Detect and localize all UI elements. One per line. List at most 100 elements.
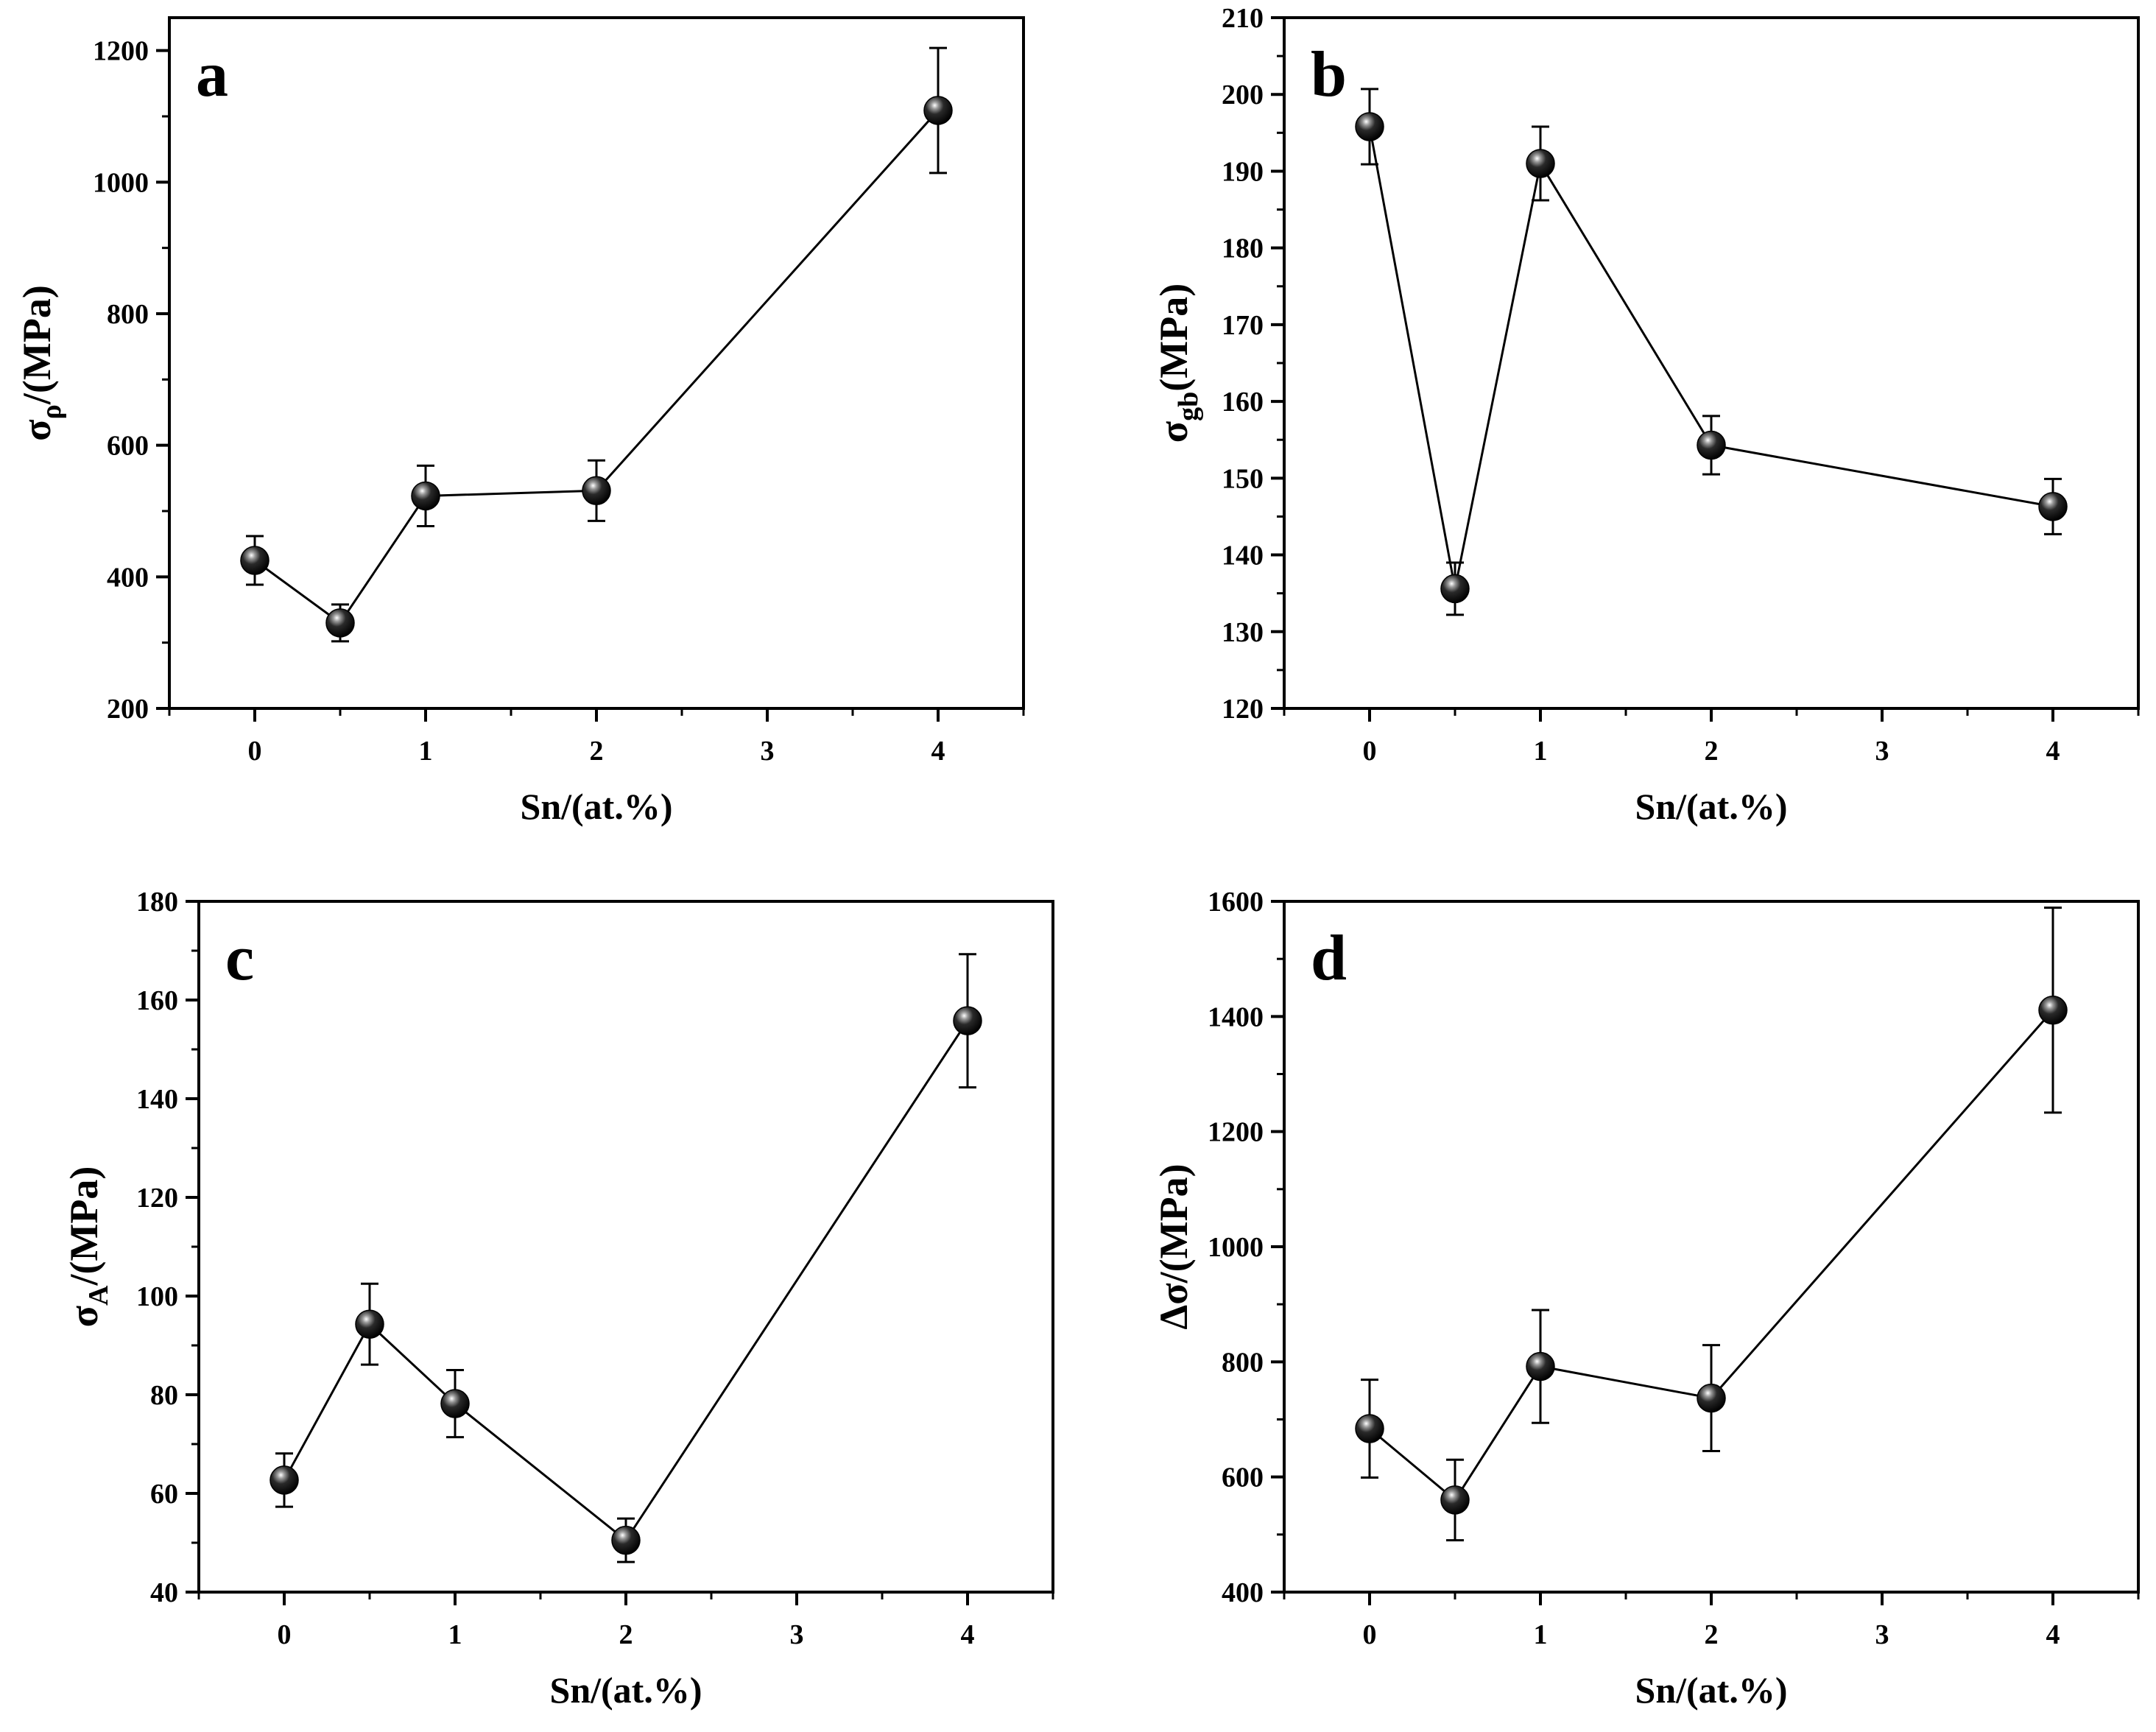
- data-point: [953, 1006, 982, 1035]
- x-axis-title: Sn/(at.%): [550, 1669, 702, 1711]
- panel-letter: d: [1311, 923, 1347, 994]
- x-tick-label: 3: [790, 1619, 804, 1650]
- y-tick-label: 800: [107, 299, 149, 330]
- y-tick-label: 800: [1222, 1347, 1264, 1378]
- y-tick-label: 40: [150, 1577, 178, 1608]
- data-point: [355, 1309, 384, 1339]
- data-point: [2038, 995, 2068, 1025]
- chart-panel-d: 0 1 2 3 4 400 600 800 1000 1200 1400 1600 d Sn/(at.%)…: [1152, 887, 2140, 1711]
- data-point: [582, 476, 611, 506]
- x-tick-label: 4: [931, 736, 945, 767]
- data-point: [1355, 112, 1384, 141]
- y-tick-label: 600: [107, 431, 149, 462]
- x-tick-label: 1: [1534, 1619, 1548, 1650]
- data-point: [1440, 574, 1470, 604]
- y-tick-label: 1000: [1208, 1232, 1264, 1263]
- y-tick-label: 180: [136, 887, 178, 918]
- data-point: [611, 1525, 641, 1555]
- x-tick-label: 4: [2046, 736, 2060, 767]
- x-tick-label: 3: [1875, 736, 1889, 767]
- panel-letter: b: [1311, 39, 1347, 110]
- data-point: [240, 546, 270, 575]
- y-tick-label: 120: [136, 1183, 178, 1214]
- data-point: [270, 1465, 299, 1495]
- y-axis-symbol: σ: [15, 419, 59, 441]
- data-point: [1355, 1414, 1384, 1443]
- y-axis-title: σA/(MPa): [62, 1166, 114, 1328]
- data-point: [411, 481, 440, 511]
- x-tick-label: 0: [248, 736, 262, 767]
- y-axis-unit: /(MPa): [1152, 1164, 1196, 1284]
- x-tick-label: 3: [761, 736, 775, 767]
- data-point: [1526, 1351, 1555, 1381]
- series-line: [1368, 126, 2054, 589]
- y-tick-label: 1600: [1208, 887, 1264, 918]
- x-axis-title: Sn/(at.%): [1635, 1669, 1788, 1711]
- y-tick-label: 400: [107, 562, 149, 593]
- y-axis-subscript: ρ: [36, 404, 67, 419]
- x-tick-label: 4: [961, 1619, 975, 1650]
- x-tick-label: 1: [448, 1619, 462, 1650]
- y-tick-label: 140: [136, 1084, 178, 1115]
- y-tick-label: 200: [1222, 80, 1264, 110]
- data-point: [1697, 1383, 1726, 1413]
- y-tick-label: 1200: [1208, 1117, 1264, 1148]
- y-axis-title: σρ/(MPa): [15, 285, 67, 441]
- series-line: [254, 109, 940, 624]
- y-axis-title: σgb(MPa): [1152, 284, 1204, 443]
- data-point: [1697, 430, 1726, 460]
- data-point: [1526, 149, 1555, 178]
- y-tick-label: 400: [1222, 1577, 1264, 1608]
- y-tick-label: 200: [107, 694, 149, 725]
- panel-letter: a: [196, 39, 228, 110]
- x-tick-label: 1: [1534, 736, 1548, 767]
- y-tick-label: 100: [136, 1281, 178, 1312]
- data-point: [440, 1389, 470, 1418]
- y-axis-symbol: Δσ: [1152, 1283, 1196, 1330]
- y-tick-label: 170: [1222, 310, 1264, 341]
- y-tick-label: 80: [150, 1380, 178, 1411]
- x-tick-label: 2: [1705, 736, 1719, 767]
- data-point: [2038, 492, 2068, 521]
- y-axis-unit: /(MPa): [62, 1166, 106, 1286]
- plot-frame: [197, 900, 1054, 1594]
- y-tick-label: 1400: [1208, 1001, 1264, 1032]
- x-tick-label: 0: [278, 1619, 292, 1650]
- x-tick-label: 3: [1875, 1619, 1889, 1650]
- plot-frame: [1283, 900, 2140, 1594]
- x-tick-label: 1: [419, 736, 433, 767]
- chart-panel-b: 0 1 2 3 4 120 130 140 150 160 170 180 190 200 210 b Sn/(…: [1152, 3, 2140, 827]
- y-tick-label: 210: [1222, 3, 1264, 34]
- x-axis-title: Sn/(at.%): [521, 786, 673, 827]
- chart-panel-a: 0 1 2 3 4 200 400 600 800 1000 1200 a Sn/(at.%) σρ/(M…: [15, 16, 1025, 827]
- y-axis-subscript: A: [83, 1285, 114, 1306]
- y-tick-label: 160: [136, 985, 178, 1016]
- x-tick-label: 4: [2046, 1619, 2060, 1650]
- y-tick-label: 140: [1222, 541, 1264, 571]
- panel-letter: c: [225, 923, 254, 994]
- data-point: [1440, 1485, 1470, 1515]
- y-tick-label: 150: [1222, 463, 1264, 494]
- data-point: [923, 96, 953, 125]
- y-tick-label: 190: [1222, 156, 1264, 187]
- x-tick-label: 0: [1363, 736, 1377, 767]
- y-tick-label: 600: [1222, 1462, 1264, 1493]
- y-tick-label: 60: [150, 1479, 178, 1510]
- x-tick-label: 2: [619, 1619, 633, 1650]
- y-tick-label: 120: [1222, 694, 1264, 725]
- y-axis-subscript: gb: [1173, 392, 1204, 421]
- y-tick-label: 1000: [93, 167, 149, 198]
- series-line: [283, 1020, 969, 1542]
- y-tick-label: 130: [1222, 617, 1264, 648]
- y-axis-symbol: σ: [62, 1305, 106, 1327]
- chart-panel-c: 0 1 2 3 4 40 60 80 100 120 140 160 180 c Sn/(at.%) σA/(…: [62, 887, 1054, 1711]
- x-tick-label: 2: [590, 736, 604, 767]
- y-axis-symbol: σ: [1152, 420, 1196, 443]
- y-tick-label: 160: [1222, 387, 1264, 418]
- y-axis-unit: (MPa): [1152, 284, 1196, 392]
- x-tick-label: 0: [1363, 1619, 1377, 1650]
- x-tick-label: 2: [1705, 1619, 1719, 1650]
- y-tick-label: 1200: [93, 36, 149, 67]
- y-axis-unit: /(MPa): [15, 285, 59, 405]
